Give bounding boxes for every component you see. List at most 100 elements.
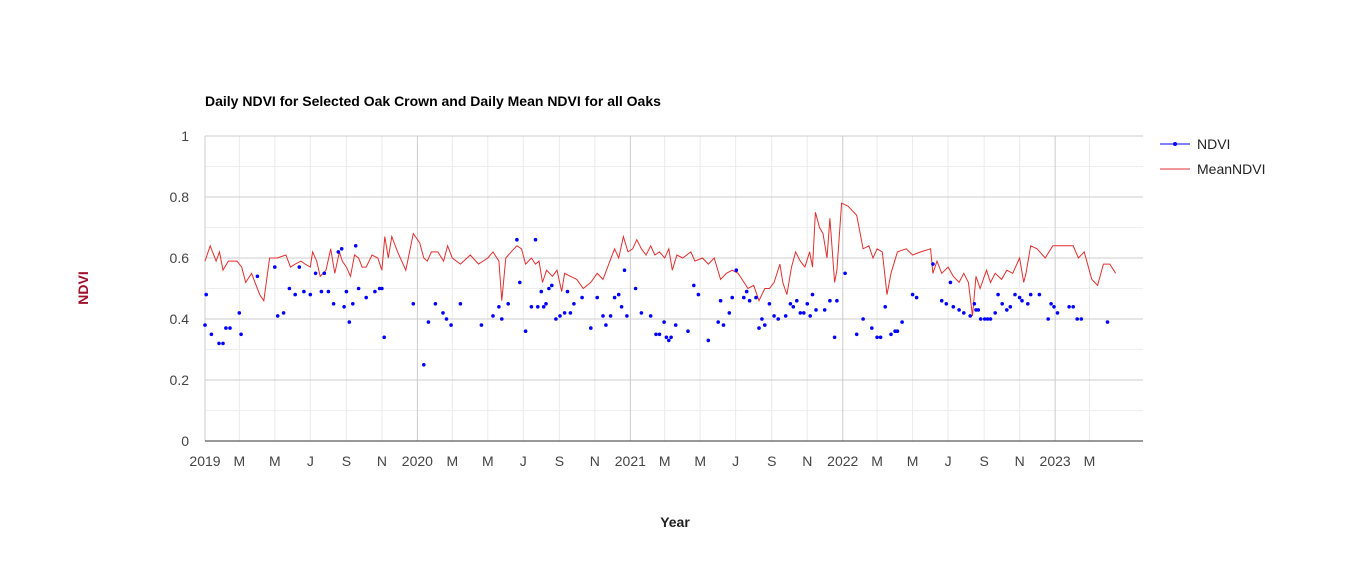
ndvi-point — [302, 289, 306, 294]
x-tick-label: N — [802, 453, 812, 469]
ndvi-point — [669, 335, 673, 340]
ndvi-point — [356, 286, 361, 291]
ndvi-point — [1005, 308, 1009, 312]
ndvi-point — [515, 237, 519, 242]
ndvi-point — [767, 302, 772, 306]
ndvi-point — [500, 317, 504, 321]
x-tick-label: S — [342, 453, 351, 469]
ndvi-point — [209, 332, 214, 337]
series-layer — [203, 202, 1117, 367]
ndvi-point — [313, 271, 318, 276]
ndvi-point — [883, 305, 887, 309]
ndvi-point — [716, 320, 720, 324]
ndvi-point — [382, 335, 387, 340]
ndvi-point — [275, 314, 280, 318]
ndvi-point — [342, 305, 346, 309]
ndvi-point — [562, 311, 567, 315]
ndvi-point — [1017, 295, 1022, 300]
ndvi-point — [281, 311, 286, 315]
ndvi-point — [957, 308, 961, 312]
ndvi-point — [558, 314, 562, 318]
x-tick-label: 2019 — [189, 453, 220, 469]
ndvi-point — [224, 326, 228, 330]
x-tick-label: 2020 — [402, 453, 433, 469]
ndvi-point — [810, 292, 815, 297]
ndvi-point — [580, 295, 584, 300]
y-tick-label: 1 — [181, 128, 189, 144]
ndvi-point — [988, 317, 993, 321]
ndvi-point — [985, 317, 990, 321]
ndvi-point — [529, 305, 534, 309]
ndvi-point — [589, 326, 593, 330]
ndvi-point — [228, 326, 232, 330]
ndvi-point — [497, 305, 501, 309]
ndvi-point — [1049, 302, 1053, 306]
ndvi-point — [1013, 292, 1017, 297]
ndvi-point — [237, 311, 242, 315]
ndvi-point — [783, 314, 788, 318]
ndvi-point — [204, 292, 208, 297]
ndvi-point — [347, 320, 352, 324]
ndvi-point — [572, 302, 576, 306]
ndvi-point — [982, 317, 987, 321]
ndvi-point — [639, 311, 644, 315]
ndvi-point — [706, 338, 711, 343]
ndvi-point — [802, 311, 806, 315]
meanndvi-line — [204, 202, 1117, 316]
ndvi-point — [604, 323, 608, 327]
ndvi-point — [1055, 311, 1060, 315]
x-tick-label: M — [269, 453, 281, 469]
x-tick-label: M — [907, 453, 919, 469]
ndvi-point — [336, 250, 341, 254]
ndvi-point — [568, 311, 573, 315]
ndvi-point — [1071, 305, 1075, 309]
ndvi-point — [870, 326, 874, 330]
y-tick-label: 0.8 — [170, 189, 190, 205]
x-tick-label: S — [767, 453, 776, 469]
ndvi-point — [788, 302, 793, 306]
ndvi-point — [828, 298, 832, 303]
ndvi-point — [692, 283, 696, 288]
ndvi-point — [351, 302, 355, 306]
x-tick-label: S — [555, 453, 564, 469]
ndvi-point — [458, 302, 463, 306]
ndvi-point — [616, 292, 621, 297]
ndvi-point — [536, 305, 540, 309]
y-axis-title: NDVI — [75, 271, 91, 304]
ndvi-point — [951, 305, 956, 309]
ndvi-point — [326, 289, 331, 294]
x-tick-label: N — [1015, 453, 1025, 469]
legend-item-ndvi[interactable]: NDVI — [1160, 136, 1230, 152]
ndvi-point — [895, 329, 900, 334]
ndvi-point — [944, 302, 949, 306]
ndvi-point — [273, 265, 277, 269]
x-tick-label: J — [945, 453, 952, 469]
ndvi-point — [673, 323, 678, 327]
ndvi-point — [297, 265, 302, 269]
ndvi-point — [993, 311, 997, 315]
ndvi-point — [608, 314, 613, 318]
legend-meanndvi-label: MeanNDVI — [1197, 161, 1265, 177]
ndvi-point — [1037, 292, 1042, 297]
ndvi-point — [287, 286, 292, 291]
ndvi-point — [686, 329, 690, 334]
ndvi-point — [319, 289, 324, 294]
ndvi-point — [565, 289, 570, 294]
ndvi-point — [875, 335, 879, 340]
ndvi-point — [931, 262, 935, 266]
ndvi-point — [308, 292, 313, 297]
x-tick-label: N — [590, 453, 600, 469]
ndvi-point — [595, 295, 599, 300]
y-tick-label: 0.2 — [170, 372, 190, 388]
ndvi-point — [203, 323, 207, 327]
ndvi-point — [861, 317, 865, 321]
ndvi-point — [353, 244, 358, 248]
ndvi-point — [1079, 317, 1084, 321]
ndvi-point — [539, 289, 544, 294]
legend-item-meanndvi[interactable]: MeanNDVI — [1160, 161, 1265, 177]
ndvi-point — [696, 292, 701, 297]
ndvi-point — [322, 271, 327, 276]
ndvi-point — [547, 286, 551, 291]
x-tick-label: M — [1084, 453, 1096, 469]
legend[interactable]: NDVI MeanNDVI — [1160, 136, 1265, 177]
